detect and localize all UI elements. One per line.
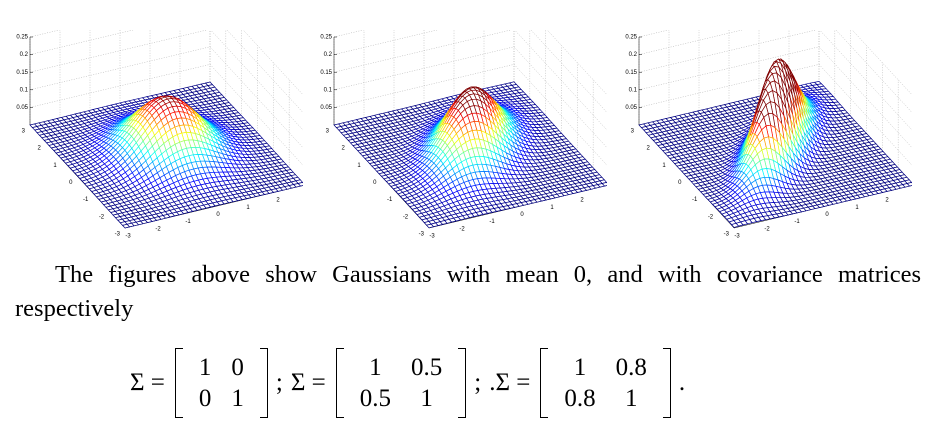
z-grid-line: [242, 30, 303, 96]
z-grid-line: [819, 30, 912, 131]
y-tick-label: 3: [22, 129, 26, 135]
z-grid-line: [29, 30, 208, 73]
z-grid-line: [638, 46, 820, 91]
y-tick-label: -3: [419, 232, 425, 238]
z-tick-label: 0.25: [16, 35, 28, 41]
z-grid-line: [209, 64, 303, 166]
x-tick-label: -2: [764, 226, 770, 232]
gaussian-surface: [333, 81, 607, 229]
y-tick-label: -3: [115, 232, 121, 238]
x-tick-label: -2: [155, 226, 161, 232]
x-tick-label: 0: [520, 212, 524, 218]
y-tick-label: 0: [69, 180, 73, 186]
z-tick-label: 0.1: [324, 87, 333, 93]
z-tick-label: 0.1: [629, 87, 638, 93]
z-grid-line: [546, 30, 607, 96]
x-tick-label: -1: [185, 219, 191, 225]
x-tick-label: -1: [489, 219, 495, 225]
z-grid-line: [513, 46, 607, 149]
z-grid-line: [226, 30, 303, 113]
surface-cell: [730, 222, 740, 228]
z-grid-line: [333, 30, 512, 73]
x-tick-label: 2: [580, 198, 584, 204]
surface-cell: [121, 223, 131, 229]
z-grid-line: [333, 46, 515, 91]
z-grid-line: [29, 30, 135, 55]
x-tick-label: 0: [825, 212, 829, 218]
x-tick-label: 1: [855, 205, 859, 211]
z-tick-label: 0.15: [16, 70, 28, 76]
z-grid-line: [530, 30, 607, 113]
z-tick-label: 0.25: [625, 35, 637, 41]
z-tick-label: 0.15: [320, 70, 332, 76]
z-grid-line: [209, 46, 303, 149]
surface-cell: [425, 223, 435, 229]
z-grid-line: [514, 30, 607, 131]
x-tick-label: -2: [459, 226, 465, 232]
figures: 0.05 0.1 0.15 0.2 0.25 -3 -2 -1 0 1 2 3 -3 -2 -1 0 1 2 3 0.…: [0, 30, 939, 240]
z-grid-line: [638, 64, 820, 108]
x-tick-label: -3: [429, 234, 435, 240]
x-tick-label: -3: [125, 234, 131, 240]
z-tick-label: 0.05: [320, 105, 332, 111]
x-tick-label: 0: [216, 212, 220, 218]
gaussian-surface: [29, 81, 303, 229]
y-tick-label: 1: [53, 163, 57, 169]
y-tick-label: -1: [83, 197, 89, 203]
gaussian-surface: [638, 58, 912, 228]
z-grid-line: [29, 64, 211, 108]
z-grid-line: [835, 30, 912, 113]
x-tick-label: -3: [734, 234, 740, 240]
z-tick-label: 0.2: [629, 52, 638, 58]
z-tick-label: 0.05: [625, 105, 637, 111]
z-grid-line: [513, 64, 607, 166]
y-tick-label: 1: [357, 163, 361, 169]
z-grid-line: [851, 30, 912, 96]
y-tick-label: -1: [387, 197, 393, 203]
y-tick-label: 0: [678, 180, 682, 186]
z-tick-label: 0.2: [20, 52, 29, 58]
z-tick-label: 0.25: [320, 35, 332, 41]
z-grid-line: [638, 30, 817, 73]
x-tick-label: 1: [550, 205, 554, 211]
z-grid-line: [333, 64, 515, 108]
z-grid-line: [638, 30, 744, 55]
y-tick-label: 3: [326, 129, 330, 135]
y-tick-label: 2: [341, 146, 345, 152]
z-grid-line: [333, 30, 439, 55]
z-tick-label: 0.15: [625, 70, 637, 76]
y-tick-label: -2: [99, 214, 105, 220]
y-tick-label: 0: [373, 180, 377, 186]
x-tick-label: 1: [246, 205, 250, 211]
z-grid-line: [210, 30, 303, 131]
z-tick-label: 0.1: [20, 87, 29, 93]
y-tick-label: -2: [708, 214, 714, 220]
z-tick-label: 0.2: [324, 52, 333, 58]
y-tick-label: -1: [692, 197, 698, 203]
y-tick-label: -3: [724, 232, 730, 238]
x-tick-label: 2: [885, 198, 889, 204]
x-tick-label: 2: [276, 198, 280, 204]
z-tick-label: 0.05: [16, 105, 28, 111]
y-tick-label: -2: [403, 214, 409, 220]
x-tick-label: -1: [794, 219, 800, 225]
z-grid-line: [29, 46, 211, 91]
z-grid-line: [818, 64, 912, 166]
z-grid-line: [818, 46, 912, 149]
y-tick-label: 2: [37, 146, 41, 152]
